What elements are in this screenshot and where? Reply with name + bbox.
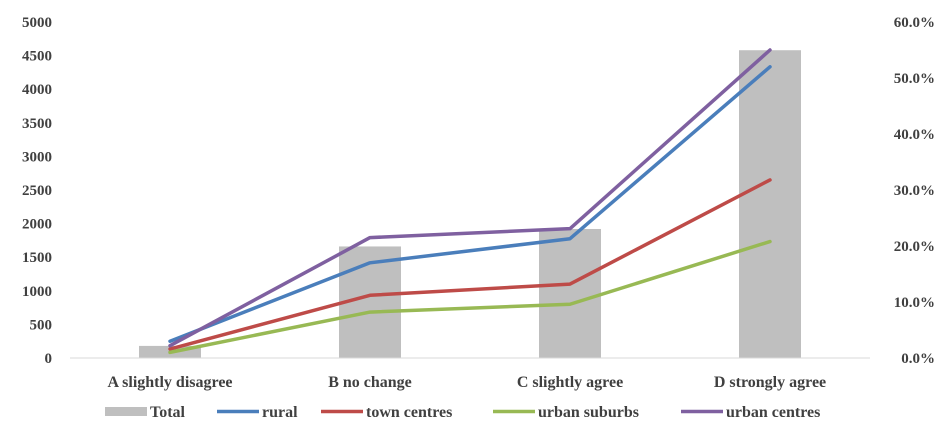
right-tick-label: 50.0% xyxy=(894,71,935,87)
lines-layer xyxy=(168,48,772,355)
legend-label: town centres xyxy=(366,404,452,421)
left-tick-label: 1000 xyxy=(22,284,52,300)
line-rural xyxy=(168,65,772,343)
left-tick-label: 1500 xyxy=(22,250,52,266)
left-tick-label: 0 xyxy=(45,351,53,367)
legend-label: Total xyxy=(150,404,186,421)
left-tick-label: 4500 xyxy=(22,49,52,65)
category-label: C slightly agree xyxy=(517,374,623,391)
legend-label: urban suburbs xyxy=(538,404,639,421)
legend-label: rural xyxy=(262,404,298,421)
line-urban-centres xyxy=(168,48,772,348)
left-tick-label: 3500 xyxy=(22,116,52,132)
left-tick-label: 2500 xyxy=(22,183,52,199)
bar-total-2 xyxy=(539,228,601,358)
legend-label: urban centres xyxy=(726,404,820,421)
left-tick-label: 4000 xyxy=(22,82,52,98)
bar-total-3 xyxy=(739,50,801,358)
left-tick-label: 500 xyxy=(30,317,53,333)
left-axis-ticks: 0 500 1000 1500 2000 2500 3000 3500 4000 4500 5000 xyxy=(22,15,52,367)
bars-layer xyxy=(139,50,801,358)
category-label: D strongly agree xyxy=(714,374,826,391)
line-town-centres xyxy=(168,178,772,351)
left-tick-label: 2000 xyxy=(22,217,52,233)
right-tick-label: 10.0% xyxy=(894,295,935,311)
right-tick-label: 60.0% xyxy=(894,15,935,31)
legend: Total rural town centres urban suburbs urban… xyxy=(105,404,820,421)
line-urban-suburbs xyxy=(168,239,772,355)
right-tick-label: 20.0% xyxy=(894,239,935,255)
left-tick-label: 3000 xyxy=(22,149,52,165)
category-label: A slightly disagree xyxy=(107,374,232,391)
right-tick-label: 40.0% xyxy=(894,127,935,143)
legend-swatch-Total xyxy=(105,407,147,416)
left-tick-label: 5000 xyxy=(22,15,52,31)
category-label: B no change xyxy=(328,374,412,391)
right-tick-label: 30.0% xyxy=(894,183,935,199)
category-labels: A slightly disagree B no change C slightly… xyxy=(107,374,826,391)
right-axis-ticks: 0.0% 10.0% 20.0% 30.0% 40.0% 50.0% 60.0% xyxy=(894,15,935,367)
right-tick-label: 0.0% xyxy=(901,351,935,367)
